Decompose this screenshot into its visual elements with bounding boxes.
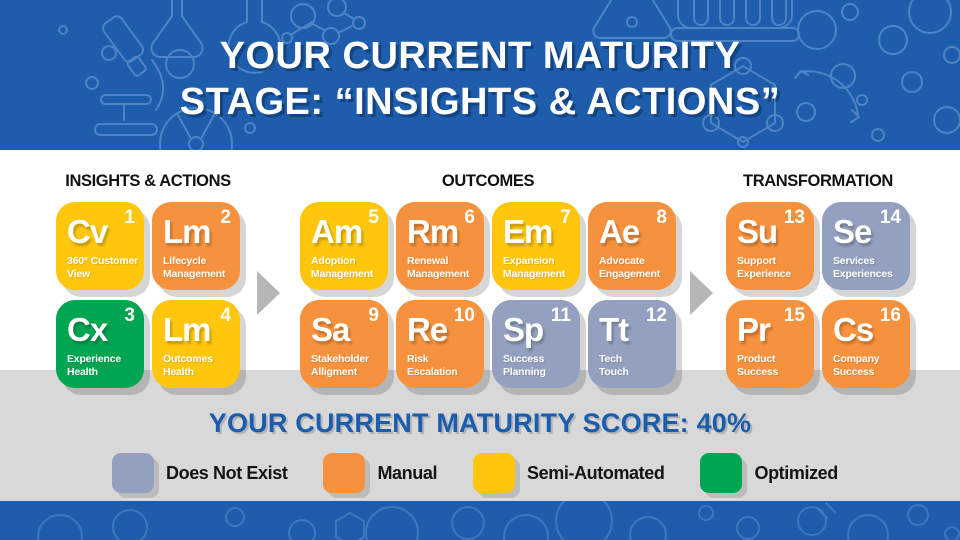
tile-symbol: Rm xyxy=(407,213,459,250)
tile-grid: Cv 1 360° Customer View Lm 2 Lifecycle Manage… xyxy=(56,202,240,388)
tile-name: Company Success xyxy=(833,353,880,378)
tile-name: Lifecycle Management xyxy=(163,255,226,280)
tile-pr-15: Pr 15 Product Success xyxy=(726,300,814,388)
tile-cx-3: Cx 3 Experience Health xyxy=(56,300,144,388)
tile-rm-6: Rm 6 Renewal Management xyxy=(396,202,484,290)
legend-swatch-semi-automated xyxy=(473,453,516,493)
tile-number: 5 xyxy=(368,207,379,228)
tile-symbol: Lm xyxy=(163,213,211,250)
legend-label: Manual xyxy=(377,462,438,483)
tile-symbol: Ae xyxy=(599,213,640,250)
group-label: OUTCOMES xyxy=(441,172,535,190)
tile-name: 360° Customer View xyxy=(67,255,139,280)
tile-symbol: Em xyxy=(503,213,553,250)
tile-number: 4 xyxy=(220,305,231,326)
tile-name: Risk Escalation xyxy=(407,353,458,378)
maturity-score-text: YOUR CURRENT MATURITY SCORE: 40% xyxy=(208,408,752,438)
legend-label: Optimized xyxy=(754,462,838,483)
tile-number: 16 xyxy=(879,305,901,326)
page-title-line-1: YOUR CURRENT MATURITY xyxy=(219,35,741,77)
legend: Does Not Exist Manual Semi-Automated Optimi… xyxy=(112,453,838,493)
tile-am-5: Am 5 Adoption Management xyxy=(300,202,388,290)
tile-symbol: Tt xyxy=(599,311,629,348)
tile-symbol: Lm xyxy=(163,311,211,348)
arrow-right-icon xyxy=(257,271,280,315)
tile-name: Product Success xyxy=(737,353,779,378)
tile-symbol: Am xyxy=(311,213,363,250)
tile-symbol: Su xyxy=(737,213,778,250)
tile-cv-1: Cv 1 360° Customer View xyxy=(56,202,144,290)
tile-se-14: Se 14 Services Experiences xyxy=(822,202,910,290)
legend-item-semi-automated: Semi-Automated xyxy=(473,453,665,493)
tile-number: 1 xyxy=(124,207,135,228)
tile-number: 10 xyxy=(453,305,475,326)
tile-lm-4: Lm 4 Outcomes Health xyxy=(152,300,240,388)
tile-sp-11: Sp 11 Success Planning xyxy=(492,300,580,388)
tile-number: 2 xyxy=(220,207,231,228)
tile-name: Tech Touch xyxy=(599,353,629,378)
tile-name: Advocate Engagement xyxy=(599,255,661,280)
tile-number: 6 xyxy=(464,207,475,228)
tile-number: 14 xyxy=(879,207,901,228)
arrow-right-icon xyxy=(690,271,713,315)
tile-symbol: Sp xyxy=(503,311,544,348)
group-transformation: TRANSFORMATION Su 13 Support Experience Se 14… xyxy=(726,172,910,388)
tile-name: Success Planning xyxy=(503,353,546,378)
tile-symbol: Re xyxy=(407,311,448,348)
footer-strip xyxy=(0,501,960,540)
tile-name: Experience Health xyxy=(67,353,122,378)
legend-swatch-optimized xyxy=(700,453,743,493)
group-insights-actions: INSIGHTS & ACTIONS Cv 1 360° Customer View L… xyxy=(56,172,240,388)
legend-swatch-manual xyxy=(323,453,366,493)
group-label: TRANSFORMATION xyxy=(743,172,893,190)
tile-number: 7 xyxy=(560,207,571,228)
tile-su-13: Su 13 Support Experience xyxy=(726,202,814,290)
tile-symbol: Cx xyxy=(67,311,108,348)
legend-item-manual: Manual xyxy=(323,453,437,493)
tile-symbol: Cs xyxy=(833,311,874,348)
tile-number: 8 xyxy=(656,207,667,228)
legend-item-does-not-exist: Does Not Exist xyxy=(112,453,288,493)
tile-symbol: Sa xyxy=(311,311,350,348)
tile-re-10: Re 10 Risk Escalation xyxy=(396,300,484,388)
tile-tt-12: Tt 12 Tech Touch xyxy=(588,300,676,388)
science-doodles-icon xyxy=(37,501,960,540)
tile-number: 12 xyxy=(645,305,667,326)
legend-item-optimized: Optimized xyxy=(700,453,838,493)
tile-number: 9 xyxy=(368,305,379,326)
tile-number: 15 xyxy=(783,305,805,326)
tile-name: Expansion Management xyxy=(503,255,566,280)
legend-swatch-does-not-exist xyxy=(112,453,154,493)
legend-label: Semi-Automated xyxy=(527,462,665,483)
tile-symbol: Cv xyxy=(67,213,108,250)
legend-label: Does Not Exist xyxy=(166,462,288,483)
tile-name: Renewal Management xyxy=(407,255,470,280)
tile-name: Services Experiences xyxy=(833,255,893,280)
tile-lm-2: Lm 2 Lifecycle Management xyxy=(152,202,240,290)
tile-grid: Su 13 Support Experience Se 14 Services Exper… xyxy=(726,202,910,388)
group-label: INSIGHTS & ACTIONS xyxy=(65,172,231,190)
science-doodles-icon xyxy=(58,0,960,150)
tile-sa-9: Sa 9 Stakeholder Alligment xyxy=(300,300,388,388)
tile-symbol: Se xyxy=(833,213,872,250)
tile-symbol: Pr xyxy=(737,311,771,348)
tile-em-7: Em 7 Expansion Management xyxy=(492,202,580,290)
tile-cs-16: Cs 16 Company Success xyxy=(822,300,910,388)
tile-ae-8: Ae 8 Advocate Engagement xyxy=(588,202,676,290)
group-outcomes: OUTCOMES Am 5 Adoption Management Rm 6 Renewal… xyxy=(300,172,676,388)
tile-name: Stakeholder Alligment xyxy=(311,353,369,378)
tile-name: Adoption Management xyxy=(311,255,374,280)
tile-number: 11 xyxy=(550,305,571,326)
tile-grid: Am 5 Adoption Management Rm 6 Renewal Managem… xyxy=(300,202,676,388)
page-title: YOUR CURRENT MATURITY STAGE: “INSIGHTS &… xyxy=(0,33,960,125)
tile-number: 3 xyxy=(124,305,135,326)
banner: YOUR CURRENT MATURITY STAGE: “INSIGHTS &… xyxy=(0,0,960,150)
tile-name: Outcomes Health xyxy=(163,353,213,378)
page-title-line-2: STAGE: “INSIGHTS & ACTIONS” xyxy=(179,81,781,123)
tile-number: 13 xyxy=(783,207,805,228)
tile-name: Support Experience xyxy=(737,255,792,280)
